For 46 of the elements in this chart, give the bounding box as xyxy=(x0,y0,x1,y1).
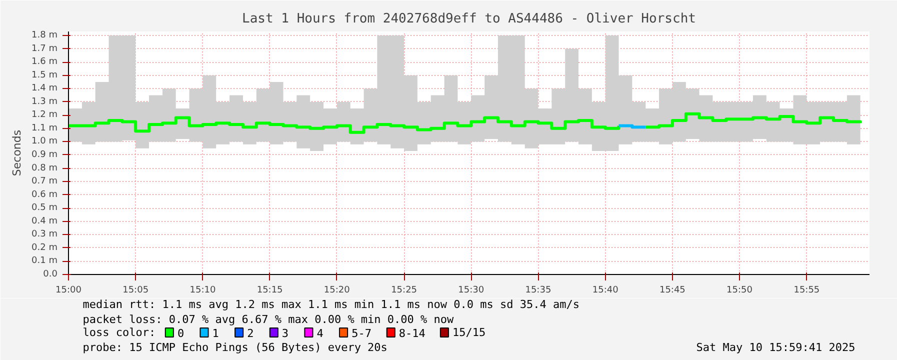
text: packet loss: 0.07 % avg 6.67 % max 0.00 % min 0.00 % now xyxy=(82,313,454,326)
x-tick-label: 15:45 xyxy=(659,286,686,296)
x-tick-label: 15:30 xyxy=(458,286,484,296)
text: probe: 15 ICMP Echo Pings (56 Bytes) every 20s xyxy=(82,341,388,354)
y-tick-label: 0.7 m xyxy=(32,176,58,187)
y-tick-label: 0.9 m xyxy=(32,150,58,160)
y-tick-label: 0.8 m xyxy=(32,163,58,174)
y-tick-label: 1.2 m xyxy=(32,110,58,120)
legend-label: 0 xyxy=(177,327,184,340)
y-tick-label: 0.3 m xyxy=(32,230,58,240)
legend-label: 5-7 xyxy=(352,327,372,340)
y-tick-label: 0.1 m xyxy=(32,256,58,266)
y-tick-label: 1.3 m xyxy=(32,96,58,107)
text: median rtt: 1.1 ms avg 1.2 ms max 1.1 ms min 1.1 ms now 0.0 ms sd 35.4 am/s xyxy=(82,298,580,311)
x-tick-label: 15:15 xyxy=(256,286,283,296)
x-tick-label: 15:10 xyxy=(190,286,216,296)
x-tick-label: 15:40 xyxy=(592,286,619,296)
legend-title: loss color: xyxy=(82,326,156,339)
y-tick-label: 1.4 m xyxy=(32,84,58,94)
y-tick-label: 1.8 m xyxy=(32,30,58,40)
x-tick-label: 15:05 xyxy=(122,286,149,296)
legend-label: 8-14 xyxy=(398,327,426,340)
x-tick-label: 15:55 xyxy=(794,286,820,296)
y-tick-label: 1.6 m xyxy=(32,57,58,68)
y-tick-label: 0.5 m xyxy=(32,203,58,214)
y-tick-label: 1.5 m xyxy=(32,70,58,80)
legend-label: 4 xyxy=(316,327,324,340)
y-tick-label: 0.6 m xyxy=(32,190,58,200)
x-tick-label: 15:50 xyxy=(726,286,753,296)
y-tick-label: 1.0 m xyxy=(32,136,58,147)
y-tick-label: 1.1 m xyxy=(32,123,58,134)
y-tick-label: 0.2 m xyxy=(32,242,58,253)
legend-label: 2 xyxy=(247,327,254,340)
legend-label: 3 xyxy=(282,327,289,340)
chart-title: Last 1 Hours from 2402768d9eff to AS44486 - Oliver Horscht xyxy=(242,12,696,26)
y-tick-label: 0.0 xyxy=(43,270,58,280)
x-tick-label: 15:25 xyxy=(391,286,418,296)
legend-label: 1 xyxy=(212,327,219,340)
y-tick-label: 0.4 m xyxy=(32,216,58,226)
x-tick-label: 15:00 xyxy=(56,286,82,296)
x-tick-label: 15:20 xyxy=(324,286,350,296)
y-tick-label: 1.7 m xyxy=(32,44,58,54)
legend-label: 15/15 xyxy=(452,326,486,339)
x-tick-label: 15:35 xyxy=(525,286,552,296)
y-axis-title: Seconds xyxy=(10,130,24,176)
text: Sat May 10 15:59:41 2025 xyxy=(696,341,856,354)
